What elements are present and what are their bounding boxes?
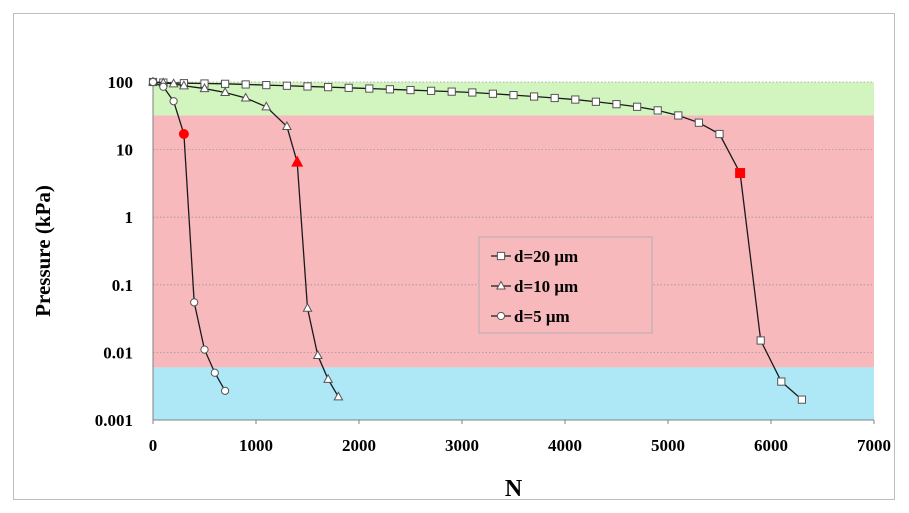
data-point — [324, 83, 333, 92]
legend-box — [478, 236, 653, 334]
data-point — [530, 92, 539, 101]
legend: d=20 μm d=10 μm d=5 μm — [478, 236, 653, 334]
data-point — [447, 87, 456, 96]
legend-item: d=20 μm — [491, 247, 578, 266]
data-point — [323, 373, 334, 383]
data-point — [550, 93, 559, 103]
legend-marker-triangle — [496, 280, 506, 290]
data-point — [797, 395, 806, 404]
data-point — [653, 106, 662, 115]
x-tick-label: 4000 — [548, 436, 582, 455]
legend-marker-square — [496, 251, 506, 261]
series-circle — [148, 77, 230, 395]
data-point — [159, 82, 168, 91]
y-tick-label: 1 — [125, 208, 134, 227]
band-2 — [153, 367, 874, 420]
data-point — [427, 86, 436, 95]
data-point — [221, 79, 230, 88]
data-point — [694, 118, 703, 127]
legend-item: d=5 μm — [491, 307, 570, 326]
data-point — [365, 84, 374, 93]
data-point — [756, 336, 765, 345]
data-point — [282, 81, 291, 90]
legend-label: d=10 μm — [514, 277, 578, 296]
data-point — [633, 102, 642, 111]
y-tick-label: 0.1 — [112, 276, 133, 295]
highlighted-point — [291, 155, 304, 167]
data-point — [777, 377, 786, 386]
legend-items: d=20 μm d=10 μm d=5 μm — [491, 247, 578, 326]
highlighted-point — [178, 129, 189, 140]
legend-label: d=5 μm — [514, 307, 570, 326]
data-point — [169, 97, 178, 106]
y-tick-label: 100 — [108, 73, 134, 92]
data-point — [178, 80, 189, 90]
legend-item: d=10 μm — [491, 277, 578, 296]
chart-frame: 0.001 0.01 0.1 1 10 100 0 1000 2000 3000 4000 5000 6… — [13, 13, 895, 501]
y-axis-title: Pressure (kPa) — [31, 185, 55, 317]
data-point — [281, 120, 292, 131]
data-point — [488, 89, 497, 98]
y-tick-label: 0.01 — [103, 343, 133, 362]
data-point — [261, 101, 272, 111]
data-point — [406, 85, 415, 95]
data-point — [509, 91, 518, 100]
x-tick-label: 3000 — [445, 436, 479, 455]
x-axis-title: N — [505, 476, 523, 501]
data-point — [312, 349, 323, 360]
data-point — [262, 80, 271, 90]
data-point — [591, 97, 600, 106]
data-point — [468, 88, 477, 97]
data-point — [302, 302, 313, 312]
data-point — [210, 368, 219, 377]
x-tick-label: 2000 — [342, 436, 376, 455]
data-point — [571, 95, 580, 104]
legend-label: d=20 μm — [514, 247, 578, 266]
x-tick-label: 6000 — [754, 436, 788, 455]
x-tick-label: 7000 — [857, 436, 891, 455]
data-point — [190, 298, 199, 307]
data-point — [220, 86, 231, 97]
data-point — [303, 82, 312, 91]
data-point — [344, 83, 353, 92]
data-point — [168, 78, 179, 88]
series — [148, 76, 806, 404]
y-tick-label: 0.001 — [95, 411, 133, 430]
data-point — [148, 77, 158, 87]
axes — [152, 82, 874, 421]
data-point — [333, 391, 344, 401]
data-point — [240, 92, 251, 102]
data-point — [385, 85, 394, 94]
data-point — [715, 129, 724, 139]
data-point — [200, 345, 209, 354]
data-point — [199, 83, 210, 93]
data-point — [241, 80, 250, 89]
x-tick-label: 5000 — [651, 436, 685, 455]
x-tick-label: 1000 — [239, 436, 273, 455]
x-tick-label: 0 — [149, 436, 158, 455]
data-point — [221, 386, 230, 395]
data-point — [612, 100, 621, 109]
data-point — [674, 111, 683, 120]
highlighted-point — [735, 168, 746, 179]
y-tick-label: 10 — [116, 141, 133, 160]
legend-marker-circle — [496, 311, 506, 321]
